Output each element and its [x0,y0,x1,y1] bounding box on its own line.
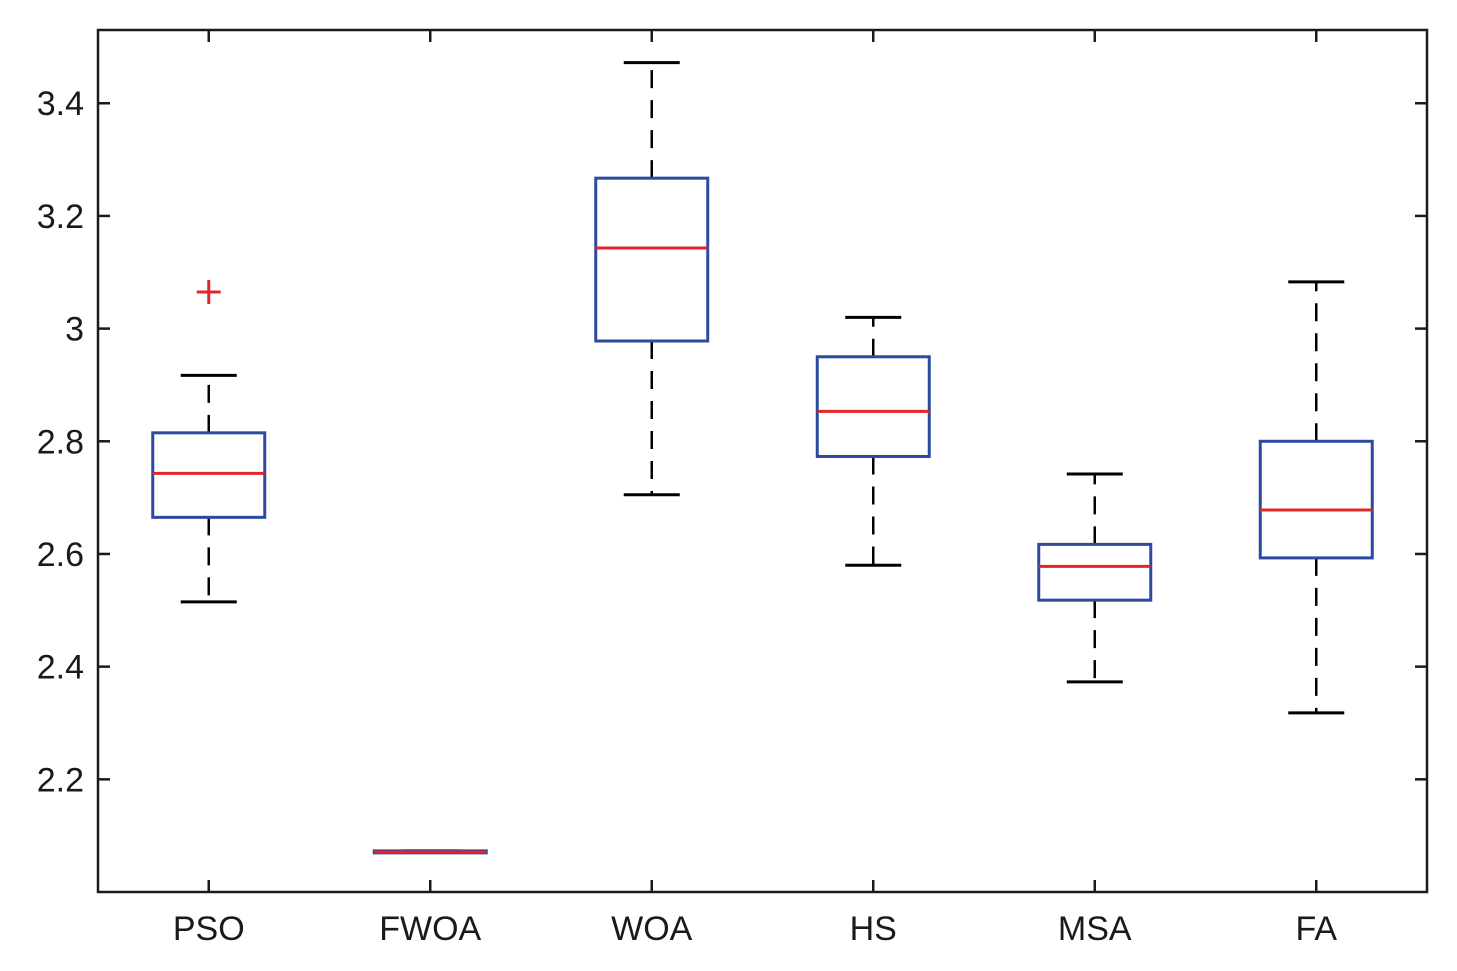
box-iqr [1258,439,1374,560]
x-category-label: MSA [1058,910,1132,948]
y-tick-label: 3 [65,311,84,349]
box-iqr [594,176,710,343]
y-tick-label: 3.2 [37,198,84,236]
box-group-msa [1037,472,1153,684]
box-iqr [1037,542,1153,602]
y-tick-label: 2.6 [37,536,84,574]
plot-frame [96,28,1429,894]
y-tick-label: 3.4 [37,85,84,123]
x-category-label: FWOA [379,910,481,948]
boxes-layer [151,61,1374,855]
x-category-label: FA [1295,910,1337,948]
outlier-marker [196,279,221,304]
ticks-layer [98,30,1427,892]
y-tick-label: 2.8 [37,423,84,461]
x-category-label: PSO [173,910,245,948]
box-group-hs [815,315,931,567]
y-tick-label: 2.4 [37,649,84,687]
box-group-fwoa [372,849,488,855]
box-group-fa [1258,280,1374,715]
labels-layer: 2.2 2.4 2.6 2.8 3 3.2 3.4 PSO FWOA WOA HS MSA FA [37,85,1338,948]
box-group-pso [151,279,267,604]
x-category-label: WOA [611,910,693,948]
box-iqr [815,355,931,458]
box-iqr [151,431,267,519]
x-category-label: HS [850,910,897,948]
box-group-woa [594,61,710,497]
y-tick-label: 2.2 [37,761,84,799]
